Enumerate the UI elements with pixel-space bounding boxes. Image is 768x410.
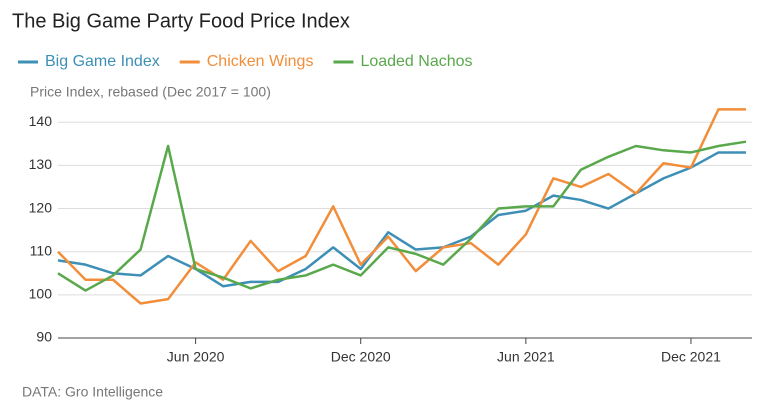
source-note: DATA: Gro Intelligence (22, 384, 163, 400)
x-tick-label: Jun 2021 (497, 349, 555, 365)
series-line (57, 108, 746, 305)
legend-label: Chicken Wings (207, 53, 314, 70)
legend-label: Loaded Nachos (360, 53, 472, 70)
chart-title: The Big Game Party Food Price Index (12, 10, 350, 32)
x-tick-label: Jun 2020 (167, 349, 225, 365)
legend-label: Big Game Index (45, 53, 160, 70)
y-tick-label: 140 (29, 113, 53, 129)
y-tick-label: 120 (29, 199, 53, 215)
y-axis-label: Price Index, rebased (Dec 2017 = 100) (30, 84, 271, 100)
x-tick-label: Dec 2021 (661, 349, 721, 365)
y-tick-label: 130 (29, 156, 53, 172)
y-tick-label: 110 (30, 242, 53, 258)
series-line (57, 151, 746, 288)
series-line (57, 140, 747, 292)
y-tick-label: 100 (29, 286, 53, 302)
x-tick-label: Dec 2020 (331, 349, 391, 365)
y-tick-label: 90 (36, 329, 52, 345)
